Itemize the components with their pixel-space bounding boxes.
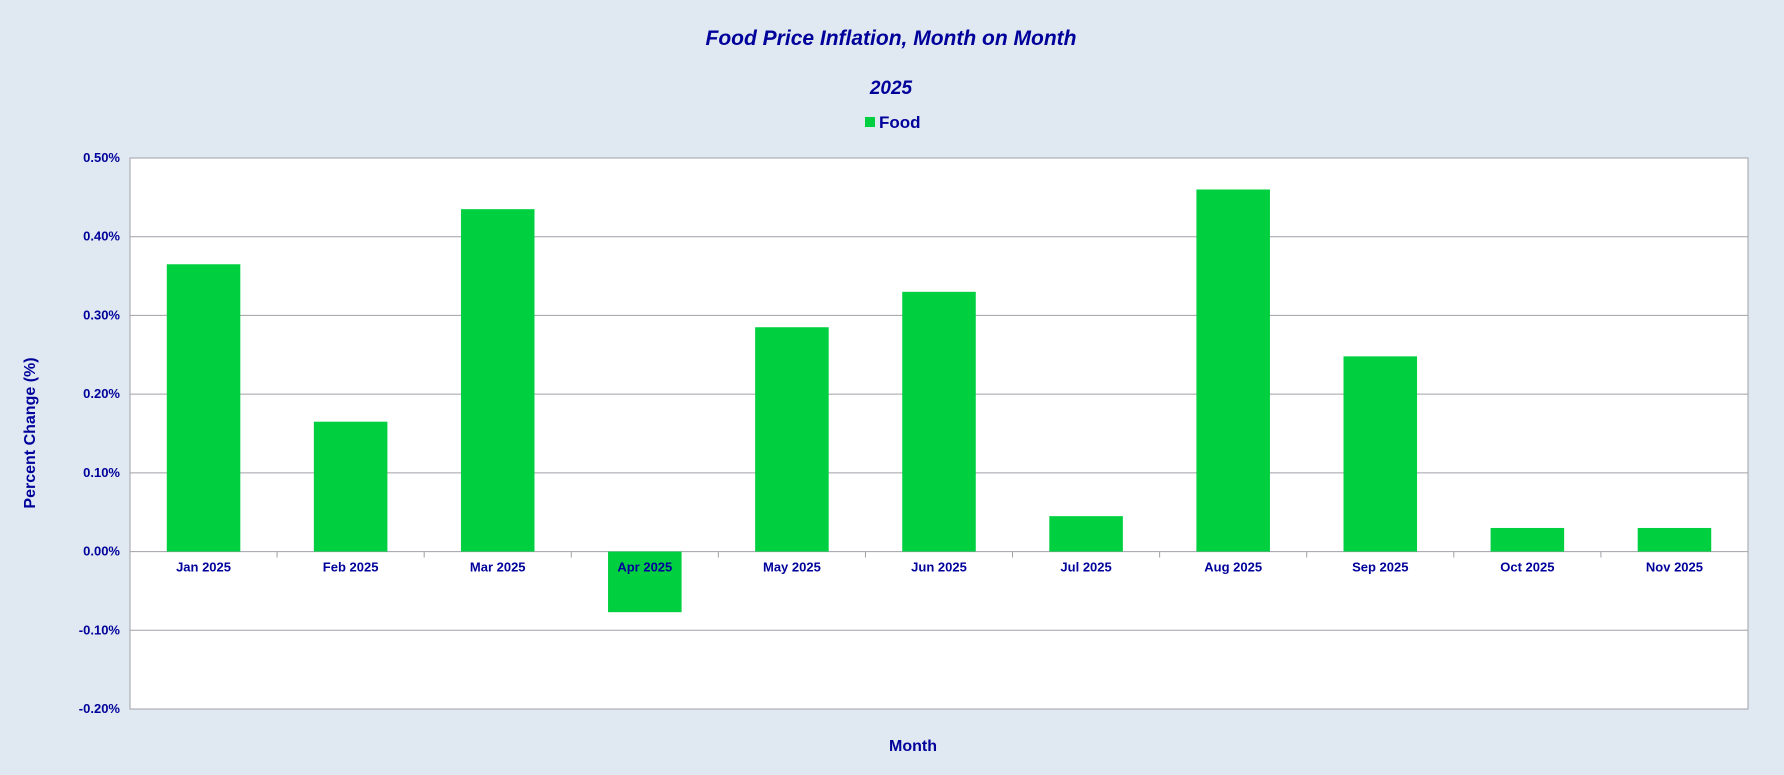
y-axis-title: Percent Change (%) — [22, 357, 39, 508]
x-tick-label: Feb 2025 — [323, 560, 379, 575]
y-tick-label: -0.20% — [79, 701, 121, 716]
x-tick-label: Jul 2025 — [1060, 560, 1111, 575]
bar-jan-2025 — [166, 264, 241, 552]
x-tick-label: Jan 2025 — [176, 560, 231, 575]
y-tick-label: 0.50% — [83, 150, 120, 165]
bar-mar-2025 — [460, 209, 535, 552]
y-tick-label: 0.10% — [83, 465, 120, 480]
x-tick-label: Oct 2025 — [1500, 560, 1554, 575]
y-tick-labels: 0.50% 0.40% 0.30% 0.20% 0.10% 0.00% -0.10% -0.2… — [79, 150, 121, 716]
bars — [166, 189, 1712, 613]
bar-jul-2025 — [1049, 516, 1123, 552]
y-tick-label: 0.00% — [83, 544, 120, 559]
x-tick-label: Mar 2025 — [470, 560, 526, 575]
y-tick-label: 0.20% — [83, 386, 120, 401]
x-tick-label: Nov 2025 — [1646, 560, 1703, 575]
x-axis-title: Month — [889, 738, 937, 755]
bar-oct-2025 — [1490, 527, 1565, 552]
legend: Food — [865, 113, 921, 132]
y-tick-label: 0.40% — [83, 229, 120, 244]
x-tick-labels: Jan 2025 Feb 2025 Mar 2025 Apr 2025 May 2025… — [176, 560, 1703, 575]
bar-jun-2025 — [902, 291, 976, 552]
x-tick-label: May 2025 — [763, 560, 821, 575]
x-tick-label: Aug 2025 — [1204, 560, 1262, 575]
bar-feb-2025 — [313, 421, 388, 552]
chart-subtitle: 2025 — [869, 78, 913, 99]
y-tick-label: -0.10% — [79, 622, 121, 637]
legend-swatch-food — [865, 117, 875, 127]
x-tick-marks — [276, 551, 1602, 558]
chart-title: Food Price Inflation, Month on Month — [706, 27, 1077, 50]
bar-may-2025 — [755, 327, 829, 552]
x-tick-label: Apr 2025 — [617, 560, 672, 575]
bar-apr-2025 — [608, 551, 682, 613]
y-tick-label: 0.30% — [83, 307, 120, 322]
x-tick-label: Sep 2025 — [1352, 560, 1408, 575]
bar-sep-2025 — [1343, 356, 1418, 552]
bar-nov-2025 — [1637, 527, 1712, 552]
bar-aug-2025 — [1196, 189, 1270, 552]
x-tick-label: Jun 2025 — [911, 560, 967, 575]
legend-label-food: Food — [879, 113, 921, 132]
